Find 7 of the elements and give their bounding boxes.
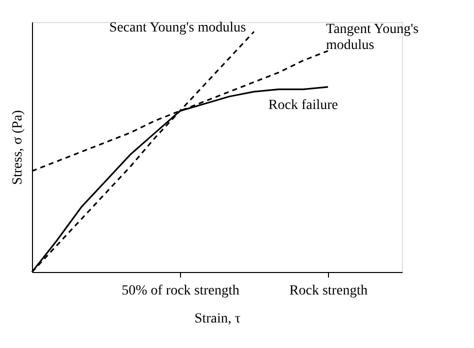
x-tick-label: Rock strength [289,284,368,298]
x-axis-title: Strain, τ [194,312,241,326]
series-label: Tangent Young's modulus [326,22,419,53]
series-label: Secant Young's modulus [109,20,246,36]
x-tick-label: 50% of rock strength [122,284,240,298]
y-axis-title: Stress, σ (Pa) [10,110,26,185]
annotation: Rock failure [268,98,338,113]
